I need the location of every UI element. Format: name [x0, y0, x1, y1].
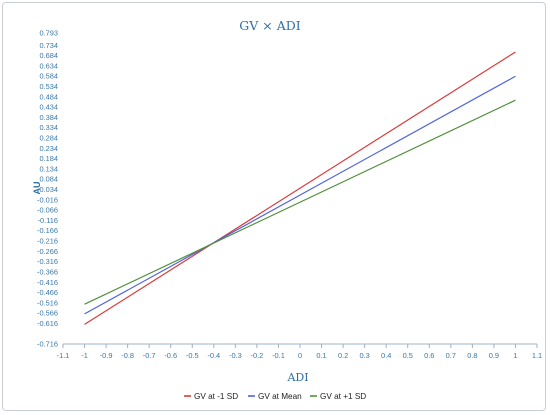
- y-tick-label: 0.084: [40, 175, 59, 184]
- chart-title: GV × ADI: [239, 18, 300, 33]
- y-tick-label: -0.566: [37, 309, 58, 318]
- y-tick-label: 0.184: [40, 154, 59, 163]
- series-line-0: [84, 51, 516, 325]
- x-tick-label: -0.8: [121, 351, 134, 360]
- y-tick-label: -0.366: [37, 267, 58, 276]
- y-tick-label: 0.334: [40, 123, 59, 132]
- y-tick-label: 0.793: [40, 29, 59, 38]
- y-tick-label: 0.734: [40, 41, 59, 50]
- series-lines: [84, 51, 516, 325]
- x-tick-label: 0.2: [338, 351, 348, 360]
- x-axis-title: ADI: [286, 371, 308, 384]
- legend-entry-label: GV at -1 SD: [194, 392, 238, 401]
- x-tick-label: -0.1: [272, 351, 285, 360]
- y-tick-label: 0.584: [40, 72, 59, 81]
- x-tick-label: -0.4: [207, 351, 220, 360]
- x-tick-label: -1: [81, 351, 88, 360]
- legend: GV at -1 SD GV at Mean GV at +1 SD: [184, 392, 366, 401]
- y-tick-label: -0.166: [37, 226, 58, 235]
- legend-entry-label: GV at Mean: [258, 392, 302, 401]
- x-tick-label: 0.1: [316, 351, 326, 360]
- y-tick-label: -0.316: [37, 257, 58, 266]
- x-tick-label: 0.3: [359, 351, 369, 360]
- y-tick-label: -0.716: [37, 340, 58, 349]
- x-tick-label: 0.4: [381, 351, 391, 360]
- y-tick-label: -0.516: [37, 298, 58, 307]
- y-tick-label: 0.034: [40, 185, 59, 194]
- x-tick-label: 0.8: [467, 351, 477, 360]
- x-tick-label: 1: [513, 351, 517, 360]
- y-tick-label: -0.466: [37, 288, 58, 297]
- y-tick-label: 0.384: [40, 113, 59, 122]
- y-tick-label: 0.684: [40, 51, 59, 60]
- legend-entry-label: GV at +1 SD: [320, 392, 366, 401]
- y-tick-label: -0.116: [38, 216, 58, 225]
- series-line-2: [84, 99, 516, 305]
- y-tick-label: -0.416: [37, 278, 58, 287]
- series-line-1: [84, 75, 516, 315]
- x-tick-label: 0.5: [403, 351, 413, 360]
- y-tick-label: -0.266: [37, 247, 58, 256]
- x-axis-ticks: -1.1 -1 -0.9 -0.8 -0.7 -0.6 -0.5 -0.4 -0.3 -0.2 -0…: [57, 344, 542, 360]
- x-tick-label: 1.1: [532, 351, 542, 360]
- y-tick-label: 0.534: [40, 82, 59, 91]
- x-tick-label: -0.5: [186, 351, 199, 360]
- y-tick-label: -0.216: [37, 237, 58, 246]
- y-tick-label: 0.484: [40, 92, 59, 101]
- x-tick-label: 0.9: [489, 351, 499, 360]
- y-tick-label: 0.284: [40, 134, 59, 143]
- x-tick-label: -0.2: [251, 351, 264, 360]
- x-tick-label: 0.6: [424, 351, 434, 360]
- x-tick-label: -0.7: [143, 351, 156, 360]
- y-tick-label: -0.616: [37, 319, 58, 328]
- x-tick-label: -0.9: [100, 351, 113, 360]
- y-tick-label: 0.234: [40, 144, 59, 153]
- x-tick-label: 0.7: [446, 351, 456, 360]
- y-axis-title: AU: [32, 182, 42, 195]
- y-tick-label: -0.016: [37, 195, 58, 204]
- y-tick-label: 0.134: [40, 164, 59, 173]
- y-tick-label: 0.434: [40, 103, 59, 112]
- y-tick-label: 0.634: [40, 61, 59, 70]
- x-tick-label: -0.6: [164, 351, 177, 360]
- x-tick-label: 0: [298, 351, 302, 360]
- chart-frame: [2, 2, 546, 411]
- x-tick-label: -1.1: [57, 351, 70, 360]
- y-tick-label: -0.066: [37, 206, 58, 215]
- x-tick-label: -0.3: [229, 351, 242, 360]
